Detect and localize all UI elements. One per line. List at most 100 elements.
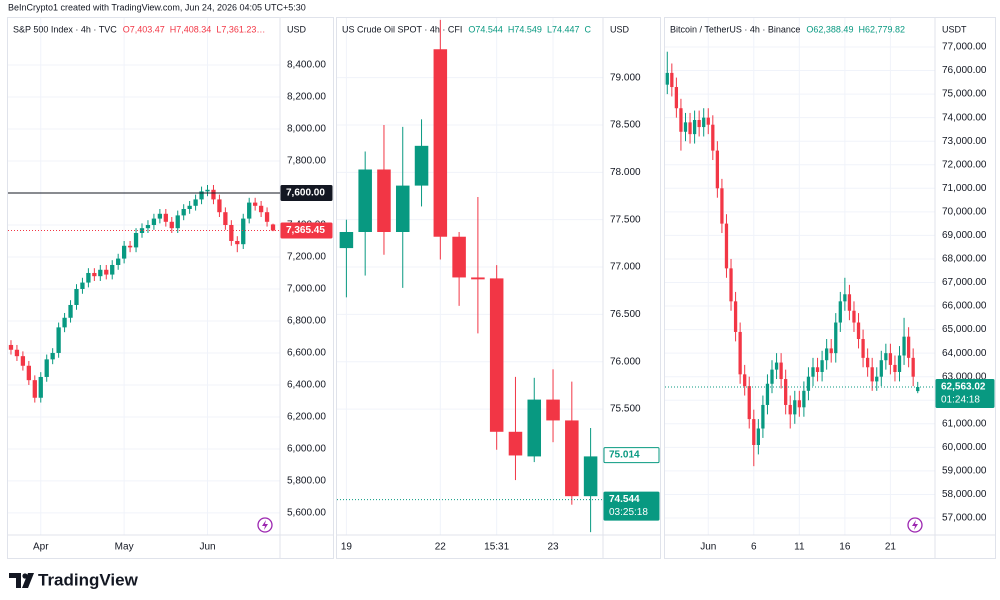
candle-body (377, 169, 391, 232)
candle-body (702, 117, 706, 128)
y-tick-label: 6,000.00 (287, 444, 326, 455)
y-tick-label: 6,800.00 (287, 316, 326, 327)
candle-body (489, 278, 504, 432)
panel-frame (664, 17, 996, 559)
candle-body (847, 294, 852, 311)
candle-body (546, 399, 560, 421)
candle-body (169, 221, 174, 229)
charts: 5,600.00 5,800.00 6,000.00 6,200.00 6,400.00… (7, 17, 996, 559)
y-tick-label: 77.500 (610, 214, 641, 225)
y-tick-label: 8,400.00 (287, 60, 326, 71)
tradingview-logo (9, 573, 34, 588)
candle-body (879, 360, 883, 377)
price-label-box (603, 447, 660, 464)
y-tick-label: 63,000.00 (942, 371, 987, 382)
y-tick-label: 67,000.00 (942, 277, 987, 288)
candle-body (110, 264, 115, 275)
candle-body (175, 215, 180, 229)
candle-body (738, 331, 742, 375)
candle-body (715, 150, 720, 189)
candle-body (181, 208, 186, 216)
candle-body (471, 277, 485, 280)
candle-body (770, 369, 774, 384)
y-tick-label: 6,600.00 (287, 348, 326, 359)
y-tick-label: 6,400.00 (287, 380, 326, 391)
y-tick-label: 78.000 (610, 167, 641, 178)
lightning-icon (257, 517, 273, 533)
y-tick-label: 7,200.00 (287, 252, 326, 263)
x-tick-label: 22 (435, 542, 447, 553)
candle-body (761, 404, 765, 429)
header-mask (936, 19, 994, 41)
candle-body (784, 379, 788, 405)
candle-body (829, 348, 833, 354)
x-tick-label: Apr (33, 542, 49, 553)
y-tick-label: 79.000 (610, 72, 641, 83)
y-tick-label: 5,600.00 (287, 508, 326, 519)
candle-body (157, 213, 163, 219)
candle-body (706, 117, 710, 125)
lightning-icon (907, 517, 923, 533)
candle-body (241, 218, 246, 245)
candle-body (98, 269, 103, 277)
candle-body (258, 205, 264, 213)
candle-body (811, 367, 815, 377)
candle-body (779, 362, 783, 380)
candle-body (14, 349, 20, 357)
candle-body (223, 212, 228, 225)
price-label-box (280, 222, 333, 239)
y-tick-label: 57,000.00 (942, 513, 987, 524)
candle-body (583, 456, 598, 497)
candle-body (884, 353, 888, 361)
countdown-label: 03:25:18 (609, 507, 648, 518)
candle-body (843, 294, 847, 302)
candle-body (20, 356, 26, 366)
y-tick-label: 60,000.00 (942, 442, 987, 453)
y-tick-label: 58,000.00 (942, 489, 987, 500)
candle-body (729, 268, 733, 302)
candle-body (44, 359, 49, 377)
candle-body (733, 301, 738, 332)
candle-body (264, 212, 270, 222)
candle-body (875, 376, 879, 382)
candle-body (834, 322, 838, 354)
y-tick-label: 76.500 (610, 309, 641, 320)
candle-body (870, 367, 874, 382)
candle-body (752, 419, 756, 445)
candle-body (74, 288, 79, 305)
candle-body (865, 357, 870, 368)
candle-body (711, 124, 715, 151)
y-tick-label: 69,000.00 (942, 230, 987, 241)
candle-body (50, 352, 55, 360)
y-tick-label: 78.500 (610, 120, 641, 131)
x-tick-label: May (115, 542, 134, 553)
candle-body (820, 360, 824, 372)
candle-body (902, 336, 906, 356)
currency-label: USD (610, 24, 630, 34)
brand-name: TradingView (38, 570, 139, 589)
candle-body (193, 199, 198, 206)
candle-body (774, 362, 779, 370)
candle-body (339, 231, 354, 249)
chart-panel: 75.500 76.000 76.500 77.000 77.500 78.000 78.5… (336, 17, 661, 559)
candle-body (665, 72, 669, 85)
candle-body (127, 245, 133, 248)
candle-body (433, 49, 448, 237)
y-tick-label: 8,200.00 (287, 92, 326, 103)
candle-body (217, 199, 222, 213)
x-tick-label: 6 (751, 542, 757, 553)
y-tick-label: 7,800.00 (287, 156, 326, 167)
price-label: 62,563.02 (941, 382, 986, 393)
candle-body (788, 404, 792, 415)
candle-body (806, 376, 811, 391)
candle-body (68, 304, 73, 318)
price-label-box (935, 378, 995, 408)
candle-body (565, 420, 579, 497)
candle-body (92, 272, 97, 277)
x-tick-label: Jun (199, 542, 215, 553)
candle-body (62, 317, 67, 328)
candle-body (38, 376, 43, 398)
y-tick-label: 77,000.00 (942, 42, 987, 53)
candle-body (139, 228, 145, 233)
y-tick-label: 70,000.00 (942, 206, 987, 217)
